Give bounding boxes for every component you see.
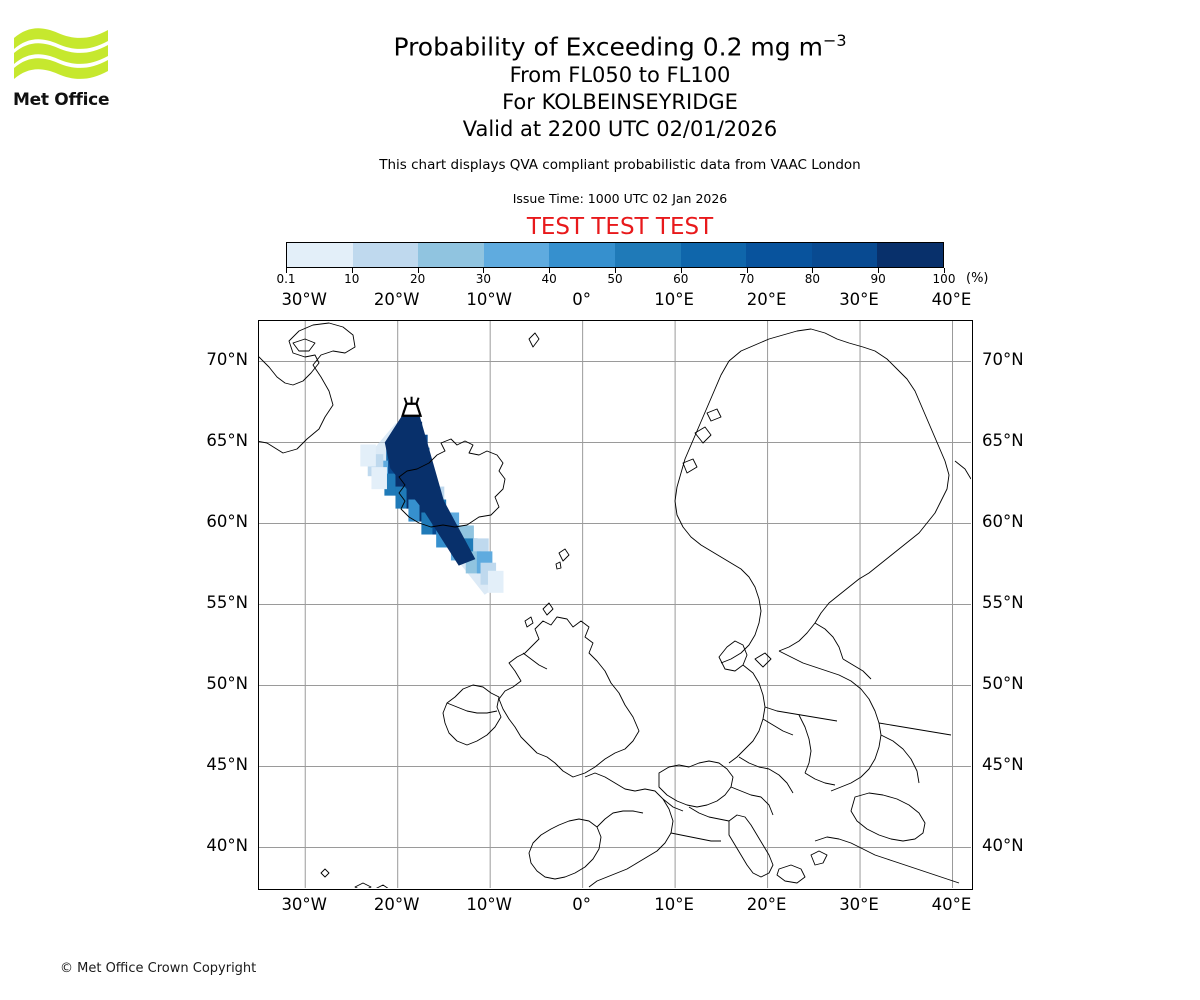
colorbar-segment-5 (614, 243, 681, 267)
colorbar-segment-2 (418, 243, 484, 267)
page-title-exponent: −3 (822, 31, 847, 50)
colorbar-tick (483, 268, 485, 273)
map-canvas (259, 321, 971, 888)
lon-tick-label: 0° (572, 290, 591, 309)
qva-compliance-note: This chart displays QVA compliant probab… (379, 157, 861, 173)
met-office-logo (12, 24, 112, 112)
logo-waves-icon (14, 28, 108, 79)
colorbar-segment-1 (352, 243, 419, 267)
lat-tick-label-right: 50°N (982, 673, 1024, 693)
colorbar-unit-label: (%) (966, 271, 989, 286)
colorbar-tick-label: 40 (541, 272, 557, 286)
lon-tick-label: 0° (572, 895, 591, 914)
colorbar-tick-label: 50 (607, 272, 623, 286)
plume-cell (371, 467, 387, 490)
colorbar-segment-9 (877, 243, 943, 267)
lon-tick-label: 40°E (931, 895, 972, 914)
ash-probability-plume (360, 410, 504, 595)
lat-tick-label-right: 40°N (982, 835, 1024, 855)
lon-tick-label: 20°E (746, 290, 787, 309)
colorbar-tick-label: 30 (475, 272, 492, 286)
map-plot-area[interactable] (258, 320, 973, 890)
page-title-text: Probability of Exceeding 0.2 mg m (393, 32, 823, 62)
lon-tick-label: 20°W (373, 290, 420, 309)
page-title: Probability of Exceeding 0.2 mg m−3 (270, 26, 970, 62)
volcano-symbol (401, 396, 423, 417)
logo-wordmark: Met Office (13, 90, 110, 110)
probability-colorbar: 0.1 10 20 30 40 50 60 70 80 90 100 (276, 242, 955, 286)
colorbar-tick-label: 20 (409, 272, 426, 286)
colorbar-segment-0 (287, 243, 353, 267)
colorbar-segment-8 (811, 243, 878, 267)
colorbar-tick (812, 268, 814, 273)
title-volcano-name: For KOLBEINSEYRIDGE (502, 90, 738, 114)
colorbar-tick-label: 70 (738, 272, 755, 286)
lat-tick-label-right: 45°N (982, 754, 1024, 774)
plume-core (384, 416, 476, 566)
lon-tick-label: 10°W (466, 290, 512, 309)
colorbar-tick (351, 268, 353, 273)
lat-tick-label-left: 50°N (206, 673, 248, 693)
lon-tick-label: 10°W (466, 895, 512, 914)
lat-tick-label-left: 55°N (206, 592, 248, 612)
colorbar-tick (944, 268, 945, 273)
colorbar-tick-label: 100 (932, 272, 956, 286)
lon-tick-label: 30°E (839, 895, 879, 914)
lat-tick-label-right: 60°N (982, 511, 1024, 531)
colorbar-tick (680, 268, 682, 273)
colorbar-segment-4 (549, 243, 615, 267)
lat-tick-label-right: 55°N (982, 592, 1024, 612)
title-valid-time: Valid at 2200 UTC 02/01/2026 (462, 117, 778, 141)
colorbar-tick (878, 268, 880, 273)
lon-tick-label: 40°E (931, 290, 972, 309)
lat-tick-label-left: 40°N (206, 835, 248, 855)
colorbar-segment-6 (680, 243, 747, 267)
lon-tick-label: 10°E (654, 290, 694, 309)
colorbar-tick (417, 268, 419, 273)
lat-tick-label-right: 70°N (982, 349, 1024, 369)
lon-tick-label: 20°E (746, 895, 787, 914)
colorbar-tick-label: 0.1 (276, 272, 296, 286)
colorbar-tick (615, 268, 616, 273)
lat-tick-label-left: 45°N (206, 754, 248, 774)
lat-tick-label-left: 65°N (206, 430, 248, 450)
lon-tick-label: 30°E (839, 290, 879, 309)
lon-tick-label: 30°W (281, 895, 327, 914)
lon-tick-label: 10°E (654, 895, 694, 914)
colorbar-segment-7 (746, 243, 812, 267)
colorbar-tick-label: 90 (870, 272, 886, 286)
plume-cell (487, 570, 504, 593)
colorbar-tick (286, 268, 287, 273)
issue-time: Issue Time: 1000 UTC 02 Jan 2026 (512, 191, 728, 206)
title-flight-levels: From FL050 to FL100 (509, 63, 731, 87)
colorbar-tick (746, 268, 748, 273)
map-gridlines (259, 321, 971, 888)
lon-tick-label: 30°W (281, 290, 327, 309)
colorbar-tick-label: 80 (804, 272, 821, 286)
copyright-notice: © Met Office Crown Copyright (60, 961, 257, 976)
colorbar-tick (549, 268, 551, 273)
lat-tick-label-left: 70°N (206, 349, 248, 369)
colorbar-tick-label: 60 (673, 272, 689, 286)
colorbar-swatches (286, 242, 944, 268)
volcano-icon (401, 396, 423, 417)
plume-cell (360, 444, 376, 467)
coastlines (259, 322, 971, 888)
lat-tick-label-left: 60°N (206, 511, 248, 531)
lat-tick-label-right: 65°N (982, 430, 1024, 450)
test-watermark: TEST TEST TEST (526, 214, 714, 240)
lon-tick-label: 20°W (373, 895, 420, 914)
colorbar-tick-label: 10 (344, 272, 360, 286)
colorbar-segment-3 (483, 243, 550, 267)
